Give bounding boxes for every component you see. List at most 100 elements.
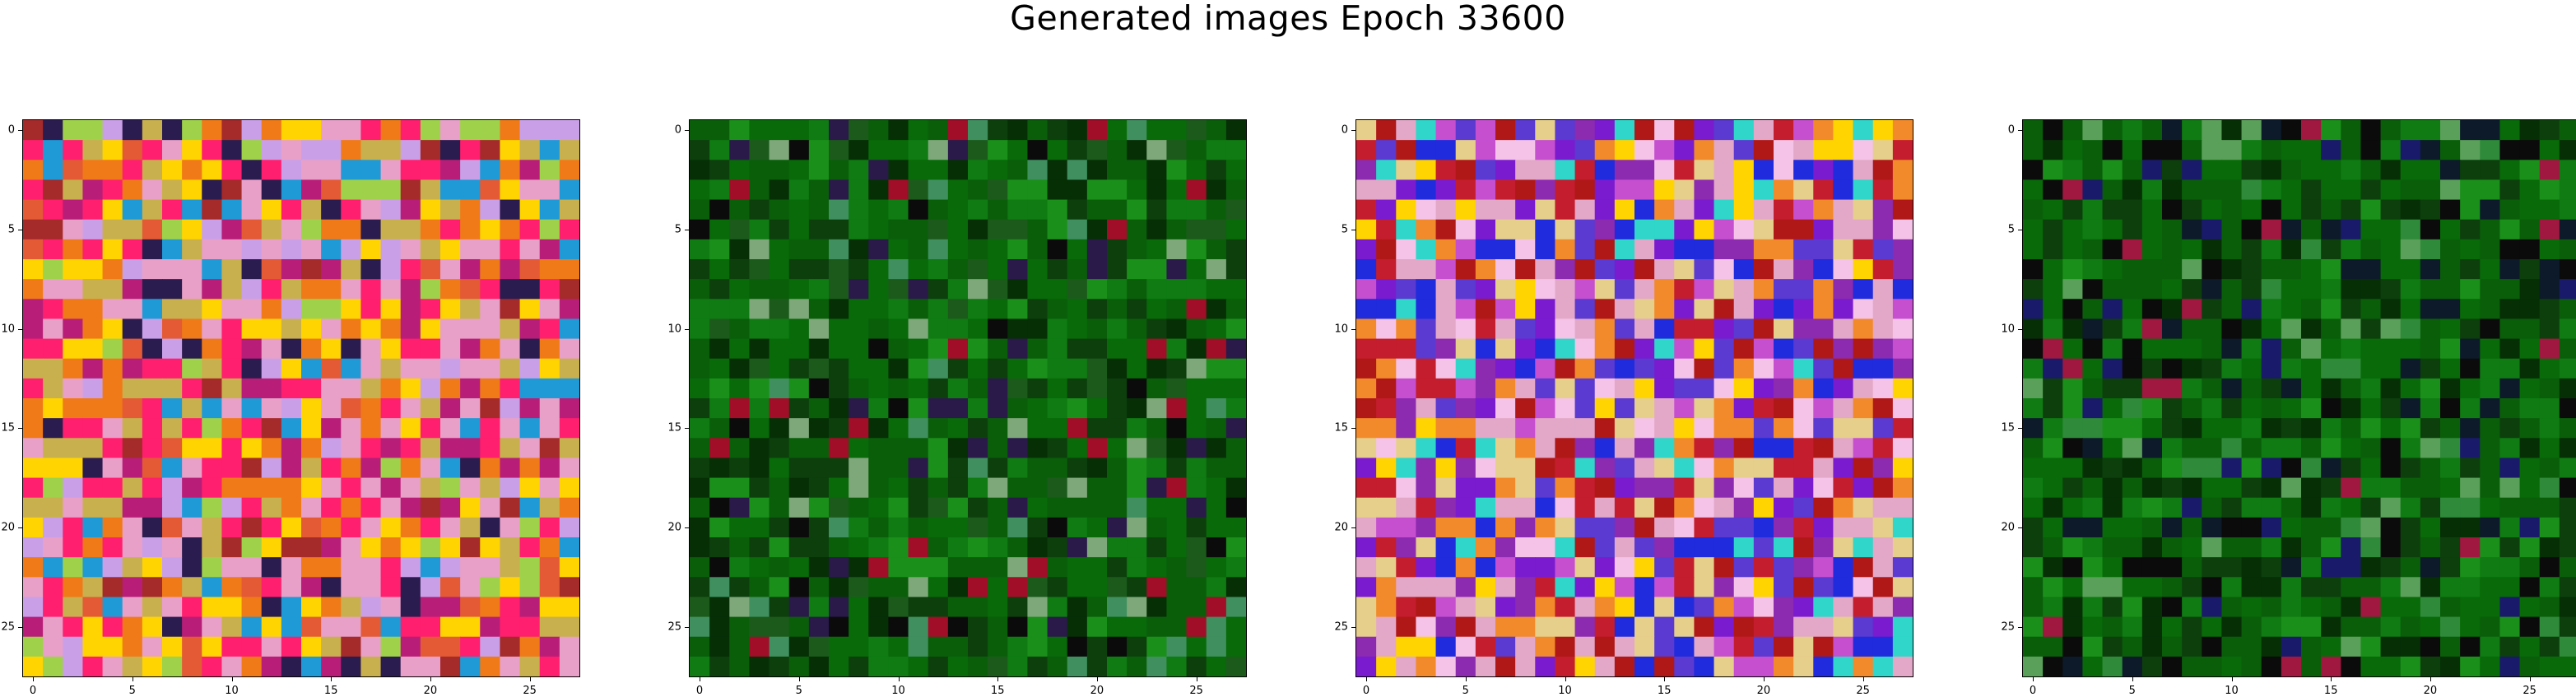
heatmap-cell: [1187, 339, 1207, 360]
heatmap-cell: [1476, 438, 1496, 458]
heatmap-cell: [63, 220, 83, 240]
heatmap-cell: [1107, 458, 1128, 478]
heatmap-cell: [2221, 239, 2242, 260]
x-tick-mark: [2331, 676, 2332, 681]
heatmap-cell: [1654, 637, 1675, 658]
heatmap-cell: [480, 120, 500, 141]
heatmap-cell: [2182, 557, 2202, 578]
heatmap-cell: [381, 518, 402, 538]
heatmap-cell: [1027, 597, 1048, 617]
y-tick-label: 10: [657, 323, 681, 335]
heatmap-cell: [749, 259, 770, 280]
heatmap-cell: [2043, 498, 2063, 518]
heatmap-cell: [23, 179, 44, 200]
heatmap-cell: [690, 120, 710, 141]
heatmap-cell: [988, 478, 1008, 499]
heatmap-cell: [1166, 359, 1187, 379]
heatmap-cell: [1694, 179, 1714, 200]
heatmap-cell: [440, 120, 461, 141]
heatmap-cell: [2281, 220, 2302, 240]
heatmap-cell: [381, 597, 402, 617]
heatmap-cell: [560, 498, 580, 518]
heatmap-cell: [1515, 259, 1536, 280]
heatmap-cell: [1515, 160, 1536, 180]
heatmap-cell: [2301, 379, 2322, 399]
heatmap-cell: [262, 498, 282, 518]
heatmap-cell: [440, 458, 461, 478]
heatmap-cell: [1853, 498, 1874, 518]
heatmap-cell: [1714, 478, 1735, 499]
heatmap-cell: [909, 418, 929, 439]
heatmap-cell: [1456, 239, 1476, 260]
heatmap-cell: [1853, 160, 1874, 180]
heatmap-cell: [2301, 478, 2322, 499]
heatmap-cell: [63, 140, 83, 160]
heatmap-cell: [2321, 458, 2341, 478]
heatmap-cell: [360, 458, 381, 478]
heatmap-cell: [1575, 179, 1596, 200]
heatmap-cell: [1007, 557, 1028, 578]
heatmap-cell: [1007, 179, 1028, 200]
heatmap-cell: [2242, 418, 2262, 439]
heatmap-cell: [1007, 518, 1028, 538]
heatmap-cell: [1754, 160, 1774, 180]
heatmap-cell: [1187, 557, 1207, 578]
heatmap-cell: [63, 418, 83, 439]
heatmap-cell: [440, 657, 461, 677]
heatmap-cell: [2162, 657, 2183, 677]
heatmap-cell: [2520, 418, 2541, 439]
heatmap-cell: [103, 318, 123, 339]
heatmap-cell: [2262, 259, 2282, 280]
heatmap-cell: [729, 179, 750, 200]
heatmap-cell: [500, 478, 520, 499]
heatmap-cell: [540, 179, 560, 200]
heatmap-cell: [928, 657, 949, 677]
heatmap-cell: [321, 458, 342, 478]
heatmap-cell: [909, 140, 929, 160]
heatmap-cell: [2023, 438, 2044, 458]
heatmap-cell: [2540, 318, 2560, 339]
x-tick-mark: [1366, 676, 1367, 681]
heatmap-cell: [560, 637, 580, 658]
heatmap-cell: [262, 239, 282, 260]
heatmap-cell: [1027, 279, 1048, 300]
heatmap-cell: [789, 279, 810, 300]
heatmap-cell: [1146, 259, 1167, 280]
heatmap-cell: [1087, 339, 1108, 360]
heatmap-cell: [968, 438, 988, 458]
heatmap-cell: [82, 359, 103, 379]
heatmap-cell: [2242, 657, 2262, 677]
heatmap-cell: [1146, 478, 1167, 499]
heatmap-cell: [221, 617, 242, 638]
heatmap-cell: [2301, 200, 2322, 221]
heatmap-cell: [1694, 359, 1714, 379]
heatmap-cell: [440, 179, 461, 200]
heatmap-cell: [82, 318, 103, 339]
heatmap-cell: [928, 239, 949, 260]
heatmap-cell: [480, 379, 500, 399]
heatmap-cell: [2401, 537, 2421, 558]
heatmap-cell: [123, 339, 143, 360]
heatmap-cell: [262, 140, 282, 160]
heatmap-cell: [1067, 318, 1088, 339]
heatmap-cell: [2182, 379, 2202, 399]
heatmap-cell: [2123, 299, 2143, 319]
heatmap-cell: [560, 379, 580, 399]
heatmap-cell: [2062, 617, 2083, 638]
heatmap-cell: [2499, 458, 2520, 478]
heatmap-cell: [1416, 239, 1436, 260]
heatmap-cell: [2182, 239, 2202, 260]
heatmap-cell: [2499, 339, 2520, 360]
heatmap-cell: [381, 458, 402, 478]
heatmap-cell: [1495, 418, 1516, 439]
heatmap-cell: [1853, 518, 1874, 538]
heatmap-cell: [2321, 339, 2341, 360]
heatmap-cell: [1416, 398, 1436, 419]
heatmap-cell: [1127, 458, 1147, 478]
heatmap-cell: [242, 379, 263, 399]
heatmap-cell: [2301, 577, 2322, 597]
heatmap-cell: [63, 259, 83, 280]
heatmap-cell: [2341, 179, 2361, 200]
heatmap-cell: [2162, 239, 2183, 260]
heatmap-cell: [281, 120, 302, 141]
